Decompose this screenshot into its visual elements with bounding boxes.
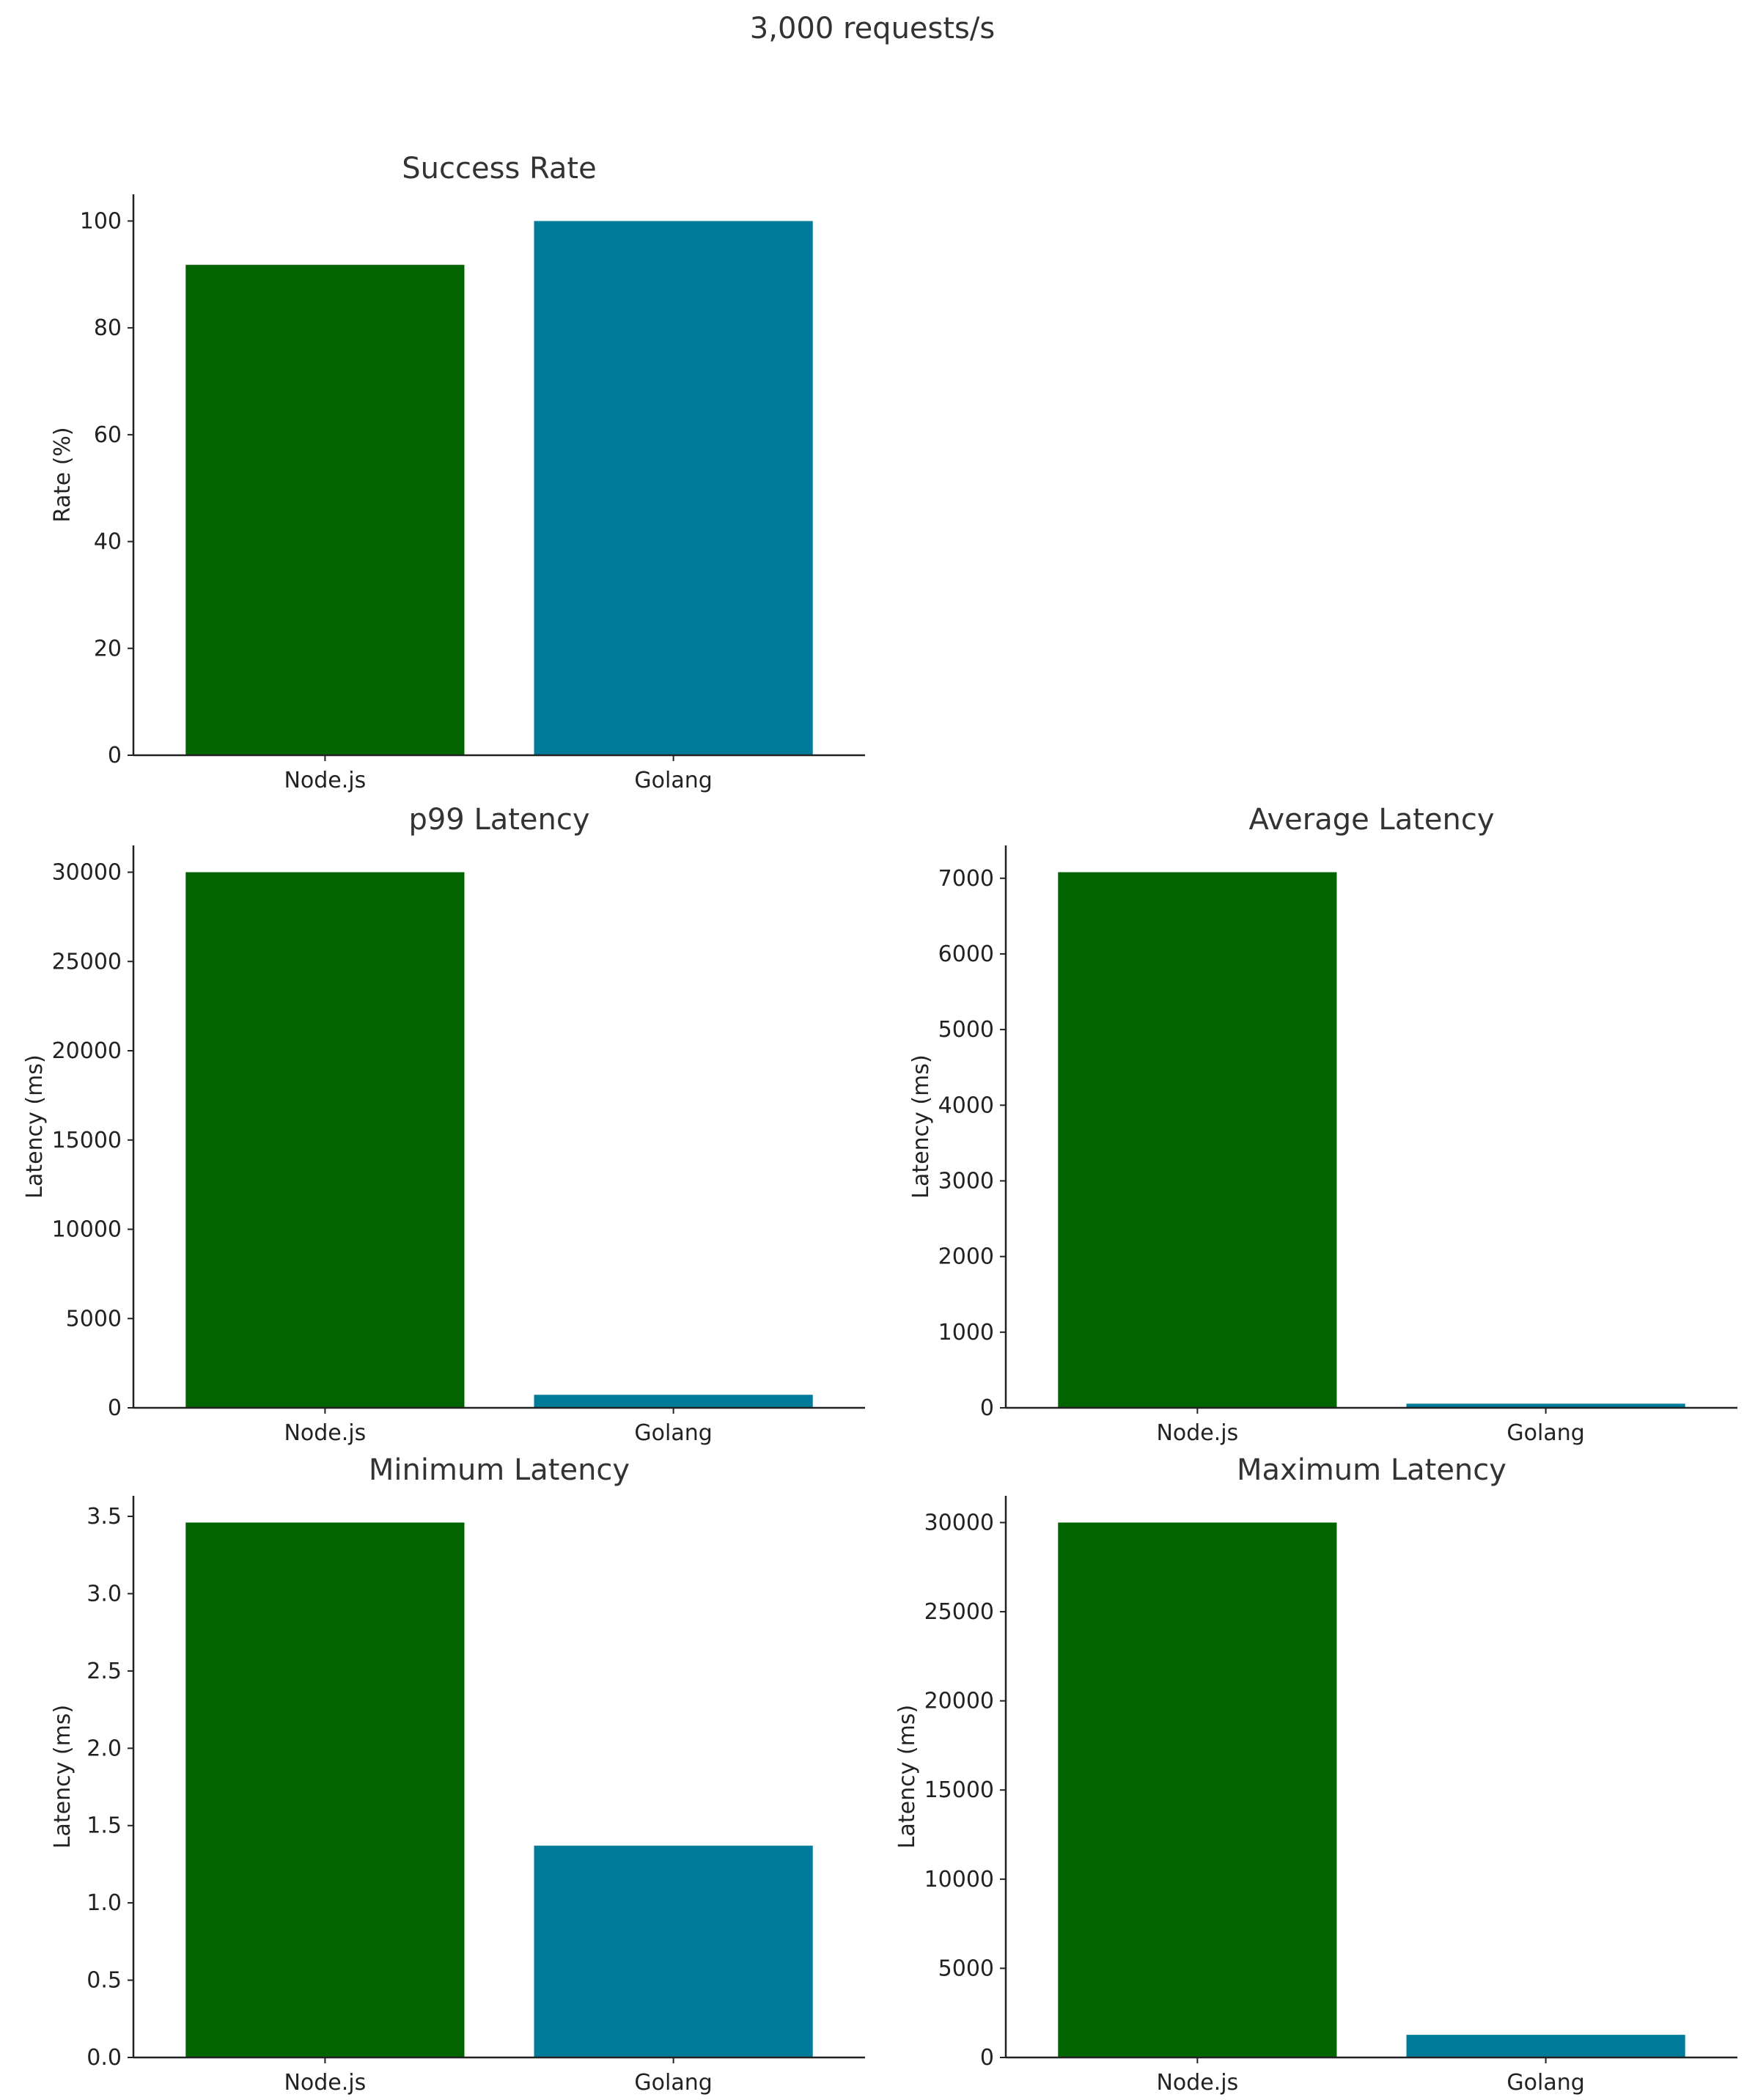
subplot-title: Success Rate xyxy=(402,152,596,186)
y-axis-label: Latency (ms) xyxy=(22,1054,48,1198)
x-tick-label: Node.js xyxy=(284,1420,366,1446)
y-tick-label: 3.5 xyxy=(87,1504,122,1530)
y-tick-label: 2000 xyxy=(938,1244,994,1270)
bar-golang xyxy=(534,221,813,755)
bar-nodejs xyxy=(1058,1522,1337,2057)
figure-suptitle: 3,000 requests/s xyxy=(750,12,995,45)
x-tick-label: Node.js xyxy=(284,768,366,793)
y-tick-label: 15000 xyxy=(924,1777,994,1803)
y-tick-label: 10000 xyxy=(52,1217,122,1243)
bar-golang xyxy=(534,1395,813,1408)
x-tick-label: Node.js xyxy=(284,2070,366,2096)
y-tick-label: 10000 xyxy=(924,1867,994,1892)
bar-golang xyxy=(534,1846,813,2057)
y-tick-label: 1.5 xyxy=(87,1813,122,1839)
subplot-title: Maximum Latency xyxy=(1237,1453,1506,1487)
x-tick-label: Node.js xyxy=(1156,2070,1238,2096)
bar-nodejs xyxy=(1058,872,1337,1408)
y-tick-label: 5000 xyxy=(66,1306,122,1332)
bar-nodejs xyxy=(185,872,465,1408)
y-tick-label: 0 xyxy=(980,2045,994,2071)
y-tick-label: 100 xyxy=(80,208,122,234)
subplot-p99-latency: p99 Latency Node.js Golang 0 5000 10000 15000 2… xyxy=(22,803,865,1446)
y-tick-label: 1.0 xyxy=(87,1890,122,1916)
x-tick-label: Golang xyxy=(634,2070,712,2096)
y-tick-label: 20000 xyxy=(52,1038,122,1064)
y-tick-label: 0 xyxy=(980,1395,994,1421)
subplot-success-rate: Success Rate Node.js Golang 0 20 40 60 80 100 Rat… xyxy=(50,152,865,793)
bar-nodejs xyxy=(185,265,465,756)
y-tick-label: 2.0 xyxy=(87,1736,122,1761)
y-tick-label: 2.5 xyxy=(87,1659,122,1684)
y-axis-label: Latency (ms) xyxy=(50,1705,76,1848)
bar-nodejs xyxy=(185,1522,465,2057)
y-axis-label: Rate (%) xyxy=(50,427,76,522)
y-axis-label: Latency (ms) xyxy=(908,1054,934,1198)
y-tick-label: 4000 xyxy=(938,1093,994,1118)
y-tick-label: 0.0 xyxy=(87,2045,122,2071)
subplot-title: Minimum Latency xyxy=(369,1453,630,1487)
y-tick-label: 40 xyxy=(94,529,122,555)
subplot-title: p99 Latency xyxy=(408,803,589,837)
y-tick-label: 5000 xyxy=(938,1956,994,1981)
y-tick-label: 0 xyxy=(108,1395,122,1421)
x-tick-label: Golang xyxy=(634,1420,712,1446)
y-tick-label: 1000 xyxy=(938,1320,994,1345)
y-tick-label: 7000 xyxy=(938,866,994,892)
x-tick-label: Golang xyxy=(1506,1420,1584,1446)
subplot-average-latency: Average Latency Node.js Golang 0 1000 2000 300… xyxy=(908,803,1737,1446)
subplot-minimum-latency: Minimum Latency Node.js Golang 0.0 0.5 1.0 1.5… xyxy=(50,1453,865,2096)
y-tick-label: 15000 xyxy=(52,1128,122,1153)
y-tick-label: 0.5 xyxy=(87,1968,122,1994)
y-tick-label: 80 xyxy=(94,315,122,341)
y-tick-label: 30000 xyxy=(924,1510,994,1535)
x-tick-label: Node.js xyxy=(1156,1420,1238,1446)
bar-golang xyxy=(1406,2035,1685,2057)
y-tick-label: 20000 xyxy=(924,1689,994,1714)
y-axis-label: Latency (ms) xyxy=(894,1705,920,1848)
x-tick-label: Golang xyxy=(1506,2070,1584,2096)
y-tick-label: 0 xyxy=(108,743,122,768)
bar-golang xyxy=(1406,1403,1685,1408)
y-tick-label: 30000 xyxy=(52,860,122,886)
y-tick-label: 25000 xyxy=(52,949,122,974)
y-tick-label: 25000 xyxy=(924,1599,994,1625)
subplot-title: Average Latency xyxy=(1248,803,1494,837)
y-tick-label: 3.0 xyxy=(87,1581,122,1607)
y-tick-label: 20 xyxy=(94,636,122,661)
x-tick-label: Golang xyxy=(634,768,712,793)
subplot-maximum-latency: Maximum Latency Node.js Golang 0 5000 10000 15… xyxy=(894,1453,1737,2096)
y-tick-label: 3000 xyxy=(938,1168,994,1194)
y-tick-label: 5000 xyxy=(938,1017,994,1043)
y-tick-label: 6000 xyxy=(938,941,994,967)
y-tick-label: 60 xyxy=(94,422,122,448)
